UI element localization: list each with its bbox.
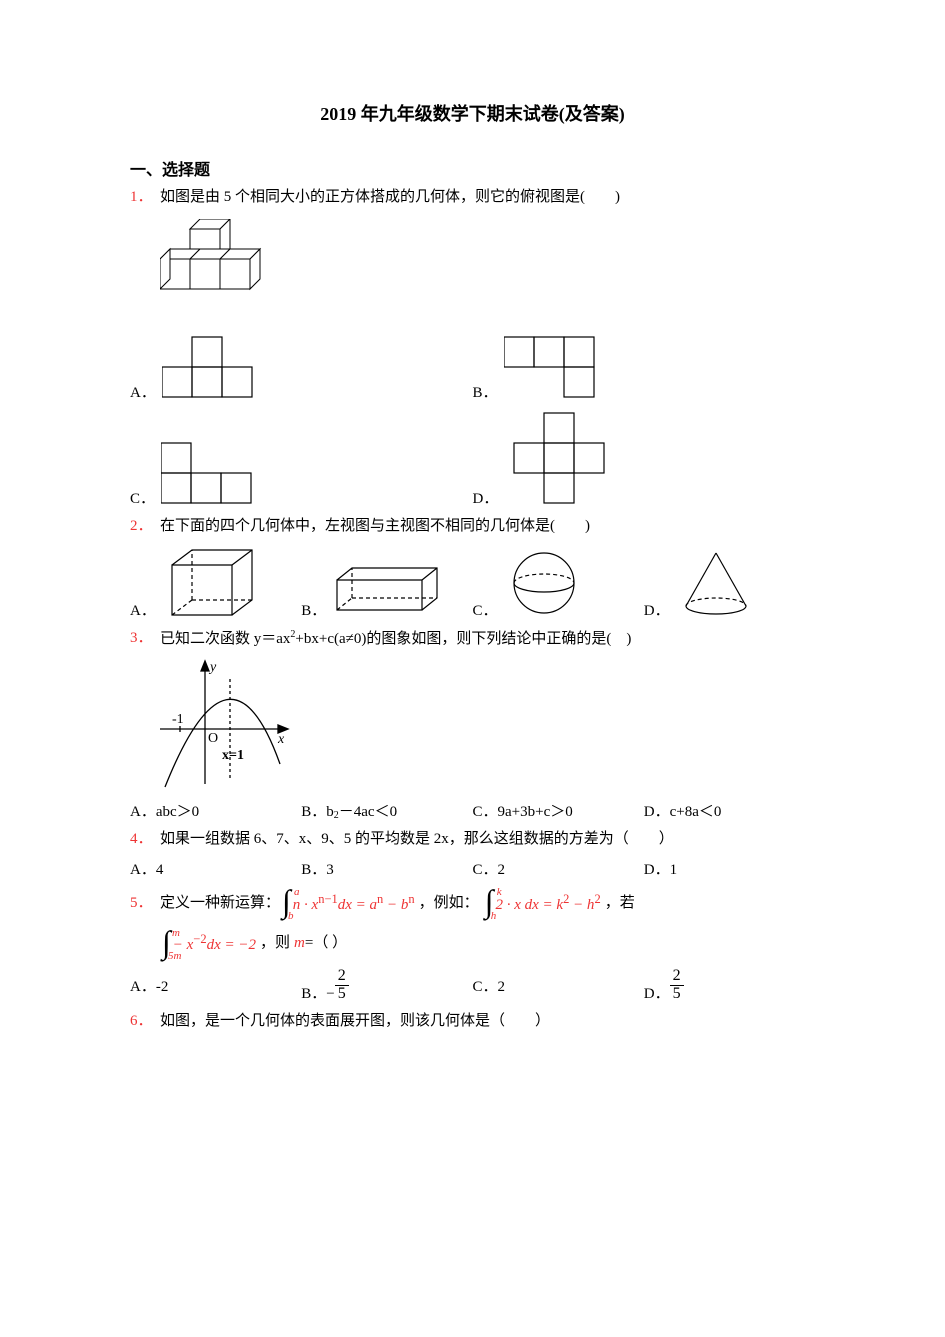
integral-icon: a∫b (282, 885, 291, 922)
question-text: 已知二次函数 y＝ax2+bx+c(a≠0)的图象如图，则下列结论中正确的是( … (160, 626, 631, 653)
question-number: 5． (130, 891, 160, 917)
q1-option-d: D． (473, 408, 816, 508)
q5-option-d: D． 2 5 (644, 968, 815, 1003)
q5-option-c: C．2 (473, 975, 644, 996)
question-number: 2． (130, 514, 160, 540)
svg-text:x=1: x=1 (222, 748, 244, 763)
q1-option-b: B． (473, 332, 816, 402)
q2-option-b: B． (301, 560, 472, 620)
q5-expr2: m∫5m − x−2dx = −2 ，则 m =（ ） (160, 926, 347, 963)
q4-option-d: D．1 (644, 858, 815, 879)
sphere-icon (504, 548, 584, 620)
question-number: 6． (130, 1009, 160, 1035)
q2-option-c: C． (473, 548, 644, 620)
question-5: 5． 定义一种新运算： a∫b n · xn−1dx = an − bn ，例如… (130, 885, 815, 922)
question-2: 2． 在下面的四个几何体中，左视图与主视图不相同的几何体是( ) (130, 514, 815, 540)
q1-options-row2: C． D． (130, 408, 815, 508)
exam-title: 2019 年九年级数学下期末试卷(及答案) (130, 100, 815, 126)
q5-option-a: A．-2 (130, 975, 301, 996)
q3-options: A．abc＞0 B．b2－4ac＜0 C．9a+3b+c＞0 D．c+8a＜0 (130, 800, 815, 821)
question-5-line2: m∫5m − x−2dx = −2 ，则 m =（ ） (130, 926, 815, 963)
q3-option-b: B．b2－4ac＜0 (301, 800, 472, 821)
question-number: 3． (130, 626, 160, 652)
q4-options: A．4 B．3 C．2 D．1 (130, 858, 815, 879)
cuboid-icon (332, 560, 452, 620)
q1-opt-c-figure (161, 438, 261, 508)
q2-option-d: D． (644, 548, 815, 620)
q1-solid-figure (160, 219, 815, 324)
svg-text:O: O (208, 731, 218, 746)
q5-option-b: B． − 2 5 (301, 968, 472, 1003)
section-heading-1: 一、选择题 (130, 156, 815, 180)
q2-option-a: A． (130, 545, 301, 620)
q1-options-row1: A． B． (130, 332, 815, 402)
svg-text:x: x (277, 732, 285, 747)
fraction: 2 5 (335, 968, 349, 1003)
q3-parabola-figure: y x O -1 x=1 (160, 659, 815, 794)
svg-text:y: y (208, 660, 217, 675)
page: 2019 年九年级数学下期末试卷(及答案) 一、选择题 1． 如图是由 5 个相… (0, 0, 945, 1238)
q3-option-d: D．c+8a＜0 (644, 800, 815, 821)
integral-icon: m∫5m (162, 926, 171, 963)
question-text: 定义一种新运算： a∫b n · xn−1dx = an − bn ，例如： k… (160, 885, 635, 922)
cone-icon (676, 548, 756, 620)
question-text: 如图是由 5 个相同大小的正方体搭成的几何体，则它的俯视图是( ) (160, 185, 620, 211)
q4-option-a: A．4 (130, 858, 301, 879)
q3-option-a: A．abc＞0 (130, 800, 301, 821)
svg-text:-1: -1 (172, 712, 184, 727)
question-number: 1． (130, 185, 160, 211)
q4-option-b: B．3 (301, 858, 472, 879)
question-number: 4． (130, 827, 160, 853)
question-3: 3． 已知二次函数 y＝ax2+bx+c(a≠0)的图象如图，则下列结论中正确的… (130, 626, 815, 653)
fraction: 2 5 (670, 968, 684, 1003)
question-4: 4． 如果一组数据 6、7、x、9、5 的平均数是 2x，那么这组数据的方差为（… (130, 827, 815, 853)
question-1: 1． 如图是由 5 个相同大小的正方体搭成的几何体，则它的俯视图是( ) (130, 185, 815, 211)
question-text: 如图，是一个几何体的表面展开图，则该几何体是（ ） (160, 1009, 550, 1035)
q1-opt-a-figure (162, 332, 262, 402)
question-text: 如果一组数据 6、7、x、9、5 的平均数是 2x，那么这组数据的方差为（ ） (160, 827, 674, 853)
q1-option-c: C． (130, 438, 473, 508)
question-text: 在下面的四个几何体中，左视图与主视图不相同的几何体是( ) (160, 514, 590, 540)
q1-opt-b-figure (504, 332, 604, 402)
q2-options: A． B． (130, 545, 815, 620)
q1-opt-d-figure (504, 408, 634, 508)
cube-icon (162, 545, 262, 620)
question-6: 6． 如图，是一个几何体的表面展开图，则该几何体是（ ） (130, 1009, 815, 1035)
q4-option-c: C．2 (473, 858, 644, 879)
integral-icon: k∫h (485, 885, 494, 922)
q5-options: A．-2 B． − 2 5 C．2 D． 2 5 (130, 968, 815, 1003)
q1-option-a: A． (130, 332, 473, 402)
q3-option-c: C．9a+3b+c＞0 (473, 800, 644, 821)
